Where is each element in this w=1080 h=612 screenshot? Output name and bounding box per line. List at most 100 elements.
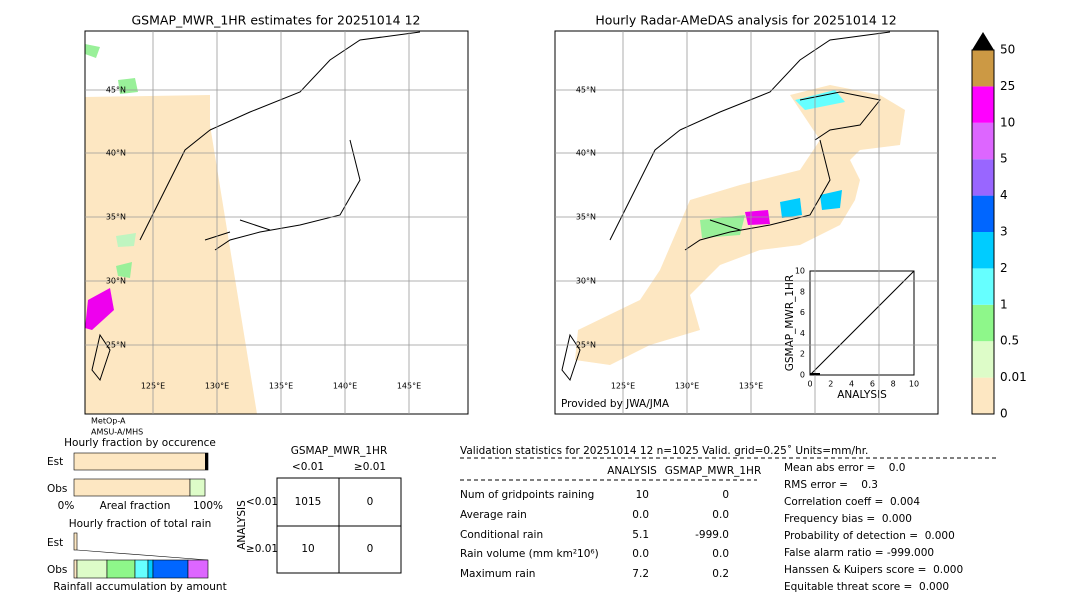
stat-value: 7.2 <box>632 568 649 580</box>
stat-label: Average rain <box>460 509 527 521</box>
stat-value: 0 <box>722 489 729 501</box>
rain-patch <box>780 198 802 218</box>
lat-label: 40°N <box>106 149 126 158</box>
inset-tick-label: 2 <box>828 380 833 389</box>
colorbar-label: 10 <box>1000 115 1015 129</box>
row-label: ≥0.01 <box>246 543 278 555</box>
rain-patch <box>795 90 845 110</box>
coastline <box>91 31 421 382</box>
row-label: Est <box>47 456 63 468</box>
colorbar-label: 4 <box>1000 188 1008 202</box>
rain-patch <box>116 262 132 278</box>
stat-label: Maximum rain <box>460 568 535 580</box>
colorbar-label: 1 <box>1000 297 1008 311</box>
lat-label: 45°N <box>576 86 596 95</box>
score: Hanssen & Kuipers score = 0.000 <box>784 564 963 576</box>
score: False alarm ratio = -999.000 <box>784 547 934 559</box>
stat-value: 0.0 <box>632 509 649 521</box>
colorbar-segment <box>972 268 994 305</box>
inset-tick-label: 0 <box>800 371 805 380</box>
inset-tick-label: 10 <box>795 267 805 276</box>
row-label: Obs <box>47 483 67 495</box>
credit: Provided by JWA/JMA <box>561 398 670 410</box>
lat-label: 30°N <box>576 277 596 286</box>
colorbar-segment <box>972 377 994 414</box>
inset-tick-label: 2 <box>800 350 805 359</box>
colorbar-segment <box>972 122 994 160</box>
inset-tick-label: 8 <box>891 380 896 389</box>
panel-title: Hourly fraction of total rain <box>69 518 212 530</box>
colorbar-label: 0.01 <box>1000 370 1027 384</box>
lat-label: 25°N <box>576 341 596 350</box>
colorbar-label: 5 <box>1000 152 1008 166</box>
lat-label: 45°N <box>106 86 126 95</box>
stats-header: Validation statistics for 20251014 12 n=… <box>460 445 868 457</box>
fraction-bar <box>73 559 78 579</box>
colorbar-segment <box>972 232 994 269</box>
satellite-label: AMSU-A/MHS <box>91 428 143 437</box>
rain-patch <box>85 288 114 330</box>
connector <box>76 549 209 561</box>
rain-patch <box>820 190 842 210</box>
score: Probability of detection = 0.000 <box>784 530 955 542</box>
map-frame <box>554 30 939 415</box>
column-label: <0.01 <box>292 461 324 473</box>
stat-value: 0.2 <box>712 568 729 580</box>
stat-value: 0.0 <box>632 548 649 560</box>
inset-tick-label: 8 <box>800 287 805 296</box>
table-cell: 10 <box>301 543 314 555</box>
inset-tick-label: 0 <box>807 380 812 389</box>
fraction-bar <box>187 559 209 579</box>
table-cell: 0 <box>367 543 374 555</box>
score: Equitable threat score = 0.000 <box>784 581 949 593</box>
fraction-bar <box>205 453 208 470</box>
colorbar-label: 0 <box>1000 407 1008 421</box>
score: Frequency bias = 0.000 <box>784 513 912 525</box>
coverage-area <box>85 95 257 414</box>
lat-label: 35°N <box>106 213 126 222</box>
satellite-label: MetOp-A <box>91 417 126 426</box>
coastline <box>561 31 891 382</box>
column-label: ≥0.01 <box>354 461 386 473</box>
map-title: GSMAP_MWR_1HR estimates for 20251014 12 <box>132 13 421 28</box>
column-header: GSMAP_MWR_1HR <box>665 465 761 477</box>
row-axis-label: ANALYSIS <box>236 500 248 550</box>
table-title: GSMAP_MWR_1HR <box>291 445 387 457</box>
map-title: Hourly Radar-AMeDAS analysis for 2025101… <box>595 13 896 28</box>
stat-value: -999.0 <box>695 529 729 541</box>
colorbar-segment <box>972 304 994 342</box>
inset-ylabel: GSMAP_MWR_1HR <box>784 275 796 371</box>
panel-title: Hourly fraction by occurence <box>64 437 216 449</box>
row-label: Obs <box>47 564 67 576</box>
table-cell: 0 <box>367 496 374 508</box>
colorbar-label: 0.5 <box>1000 334 1019 348</box>
table-cell: 1015 <box>295 496 322 508</box>
colorbar-extension <box>972 32 994 50</box>
stat-value: 5.1 <box>632 529 649 541</box>
stat-label: Num of gridpoints raining <box>460 489 594 501</box>
colorbar-label: 2 <box>1000 261 1008 275</box>
stat-label: Conditional rain <box>460 529 543 541</box>
stat-value: 0.0 <box>712 548 729 560</box>
score: Correlation coeff = 0.004 <box>784 496 920 508</box>
inset-tick-label: 6 <box>870 380 875 389</box>
axis-label: 100% <box>193 500 223 512</box>
fraction-bar <box>189 478 206 497</box>
lat-label: 25°N <box>106 341 126 350</box>
lat-label: 40°N <box>576 149 596 158</box>
fraction-bar <box>152 559 189 579</box>
inset-tick-label: 4 <box>849 380 854 389</box>
diagonal-line <box>809 270 915 376</box>
fraction-bar <box>106 559 136 579</box>
stat-label: Rain volume (mm km²10⁶) <box>460 548 599 560</box>
colorbar-segment <box>972 86 994 123</box>
colorbar-segment <box>972 50 994 87</box>
colorbar-frame <box>971 49 995 415</box>
stat-value: 10 <box>636 489 649 501</box>
score: Mean abs error = 0.0 <box>784 462 905 474</box>
axis-label: 0% <box>58 500 75 512</box>
rain-patch <box>745 210 770 225</box>
colorbar-segment <box>972 195 994 232</box>
lat-label: 30°N <box>106 277 126 286</box>
